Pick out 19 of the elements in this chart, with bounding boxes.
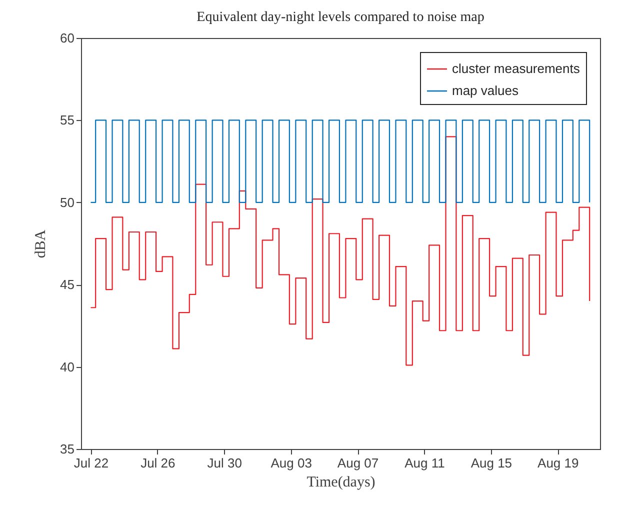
legend-label: cluster measurements (452, 61, 580, 76)
x-tick-label: Aug 19 (538, 456, 579, 470)
y-tick-label: 40 (60, 359, 74, 374)
y-tick-label: 45 (60, 277, 74, 292)
x-tick-label: Jul 26 (140, 456, 176, 470)
x-tick-label: Jul 22 (74, 456, 109, 470)
y-tick-label: 55 (60, 112, 74, 128)
y-tick-label: 60 (60, 30, 74, 46)
legend-label: map values (452, 83, 519, 98)
y-axis-title: dBA (33, 230, 50, 258)
y-tick-label: 50 (60, 194, 74, 210)
x-tick-label: Aug 11 (404, 456, 445, 470)
x-tick-label: Aug 15 (470, 456, 512, 470)
y-tick-label: 35 (60, 442, 74, 456)
x-axis-title: Time(days) (306, 474, 376, 490)
x-tick-label: Aug 03 (270, 456, 312, 470)
x-tick-label: Aug 07 (337, 456, 379, 470)
x-tick-label: Jul 30 (207, 456, 242, 470)
chart-title: Equivalent day-night levels compared to noise map (196, 10, 484, 25)
